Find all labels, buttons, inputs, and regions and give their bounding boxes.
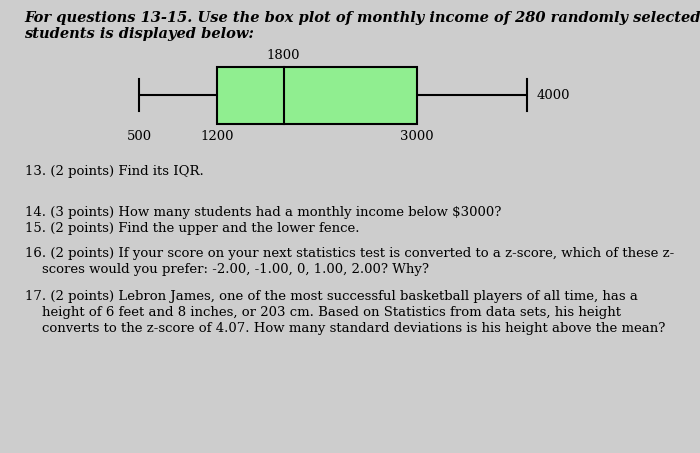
Text: 17. (2 points) Lebron James, one of the most successful basketball players of al: 17. (2 points) Lebron James, one of the … bbox=[25, 290, 638, 303]
Text: 13. (2 points) Find its IQR.: 13. (2 points) Find its IQR. bbox=[25, 165, 203, 178]
Text: 1800: 1800 bbox=[267, 49, 300, 62]
Text: scores would you prefer: -2.00, -1.00, 0, 1.00, 2.00? Why?: scores would you prefer: -2.00, -1.00, 0… bbox=[25, 263, 428, 276]
Text: 16. (2 points) If your score on your next statistics test is converted to a z-sc: 16. (2 points) If your score on your nex… bbox=[25, 247, 673, 260]
Text: 1200: 1200 bbox=[200, 130, 234, 143]
Text: 14. (3 points) How many students had a monthly income below $3000?: 14. (3 points) How many students had a m… bbox=[25, 206, 501, 219]
Text: For questions 13-15. Use the box plot of monthly income of 280 randomly selected: For questions 13-15. Use the box plot of… bbox=[25, 11, 700, 25]
Text: 15. (2 points) Find the upper and the lower fence.: 15. (2 points) Find the upper and the lo… bbox=[25, 222, 359, 235]
Text: students is displayed below:: students is displayed below: bbox=[25, 27, 254, 41]
Text: 4000: 4000 bbox=[536, 89, 570, 101]
Text: height of 6 feet and 8 inches, or 203 cm. Based on Statistics from data sets, hi: height of 6 feet and 8 inches, or 203 cm… bbox=[25, 306, 620, 319]
Bar bbox=[217, 67, 416, 124]
Text: 3000: 3000 bbox=[400, 130, 433, 143]
Text: 500: 500 bbox=[127, 130, 152, 143]
Text: converts to the z-score of 4.07. How many standard deviations is his height abov: converts to the z-score of 4.07. How man… bbox=[25, 322, 665, 335]
